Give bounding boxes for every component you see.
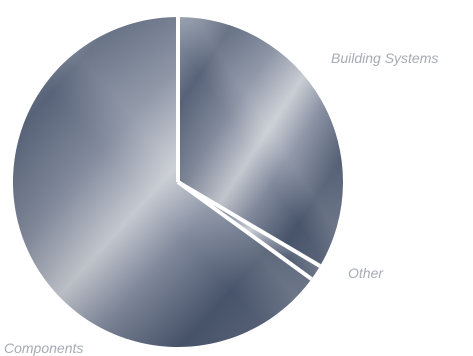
slice-separator: [176, 180, 313, 281]
pie-slice-gloss: [178, 17, 343, 266]
pie-slice-gloss: [12, 17, 312, 348]
slice-separator: [176, 180, 322, 268]
slice-label-components: Components: [4, 340, 84, 356]
slice-label-building-systems: Building Systems: [331, 50, 439, 66]
slice-label-other: Other: [348, 265, 384, 281]
